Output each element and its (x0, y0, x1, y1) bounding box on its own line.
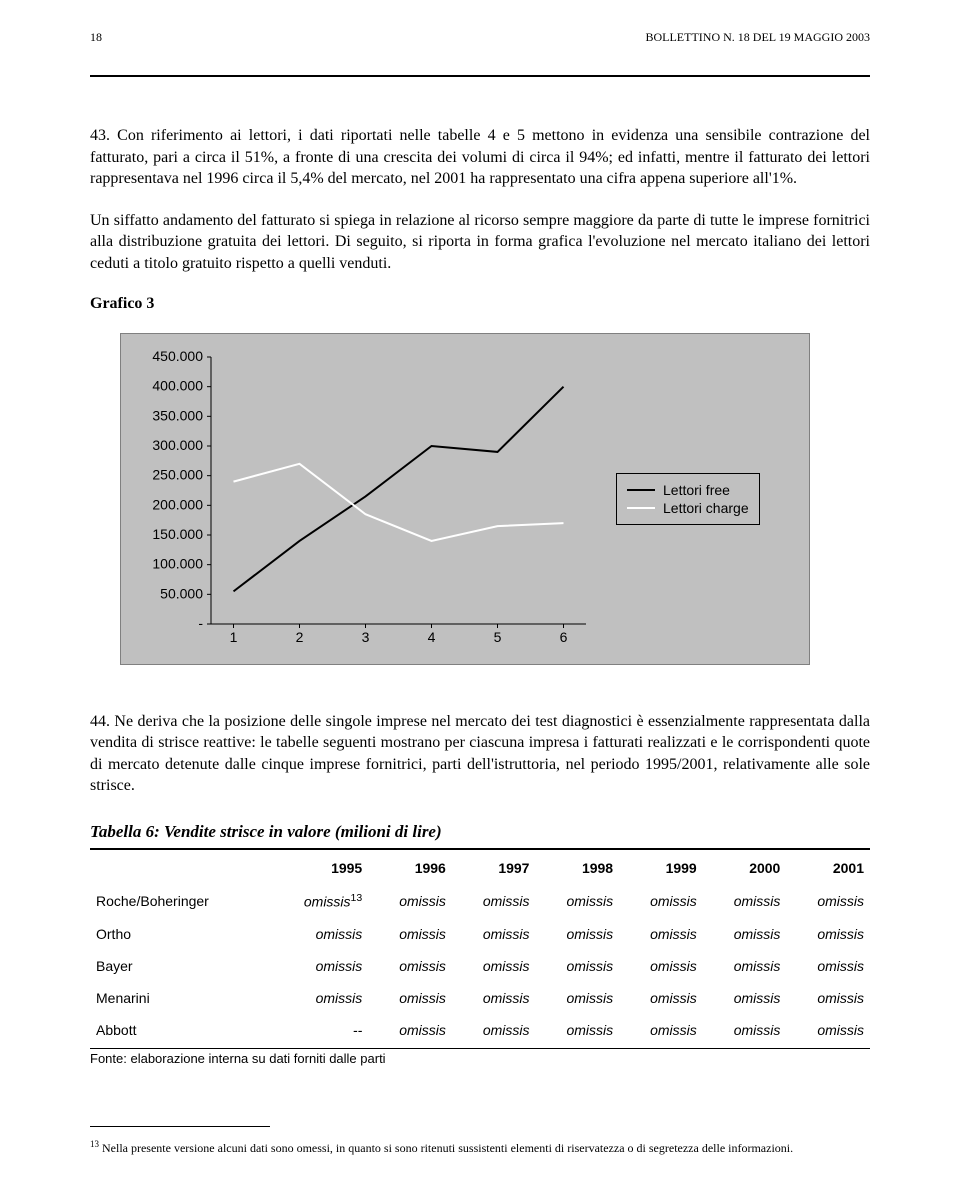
cell: omissis (786, 918, 870, 950)
cell: omissis (452, 1014, 536, 1046)
svg-text:400.000: 400.000 (152, 377, 203, 393)
table-col-header: 2001 (786, 852, 870, 884)
table-row: Roche/Boheringeromissis13omissisomissiso… (90, 884, 870, 918)
svg-text:-: - (198, 615, 203, 631)
svg-text:150.000: 150.000 (152, 526, 203, 542)
paragraph-43a: 43. Con riferimento ai lettori, i dati r… (90, 125, 870, 190)
cell: omissis (786, 884, 870, 918)
cell: omissis (703, 950, 787, 982)
row-label: Ortho (90, 918, 268, 950)
table-row: Bayeromissisomissisomissisomissisomissis… (90, 950, 870, 982)
cell: omissis (452, 884, 536, 918)
legend-item-charge: Lettori charge (627, 500, 749, 516)
cell: omissis (535, 950, 619, 982)
cell: omissis (535, 884, 619, 918)
cell: omissis (703, 982, 787, 1014)
header-title: BOLLETTINO N. 18 DEL 19 MAGGIO 2003 (645, 30, 870, 45)
table-row: Menariniomissisomissisomissisomissisomis… (90, 982, 870, 1014)
cell: omissis (452, 918, 536, 950)
paragraph-44: 44. Ne deriva che la posizione delle sin… (90, 711, 870, 797)
row-label: Abbott (90, 1014, 268, 1046)
table-col-header: 1995 (268, 852, 368, 884)
footnote-separator (90, 1126, 270, 1127)
footnote-13: 13 Nella presente versione alcuni dati s… (90, 1139, 870, 1157)
legend-swatch-charge (627, 507, 655, 509)
page: 18 BOLLETTINO N. 18 DEL 19 MAGGIO 2003 4… (0, 0, 960, 1198)
svg-text:3: 3 (362, 629, 370, 645)
cell: omissis (268, 982, 368, 1014)
chart-title: Grafico 3 (90, 295, 870, 313)
table-rule-bottom (90, 1048, 870, 1049)
svg-text:250.000: 250.000 (152, 466, 203, 482)
cell: omissis (786, 1014, 870, 1046)
table-col-header: 1996 (368, 852, 452, 884)
svg-text:6: 6 (560, 629, 568, 645)
table-col-header: 1997 (452, 852, 536, 884)
svg-text:450.000: 450.000 (152, 349, 203, 364)
svg-text:1: 1 (230, 629, 238, 645)
svg-text:50.000: 50.000 (160, 585, 203, 601)
page-number: 18 (90, 30, 102, 45)
table-header-row: 1995199619971998199920002001 (90, 852, 870, 884)
cell: omissis (786, 950, 870, 982)
table-col-header: 2000 (703, 852, 787, 884)
cell: omissis (452, 982, 536, 1014)
table-col-header: 1999 (619, 852, 703, 884)
cell: omissis (452, 950, 536, 982)
legend-label-free: Lettori free (663, 482, 730, 498)
table-rule-top (90, 848, 870, 850)
cell: omissis (703, 918, 787, 950)
cell: omissis (535, 982, 619, 1014)
svg-text:300.000: 300.000 (152, 437, 203, 453)
cell: omissis (268, 950, 368, 982)
svg-text:350.000: 350.000 (152, 407, 203, 423)
cell: omissis (368, 918, 452, 950)
data-table: 1995199619971998199920002001 Roche/Boher… (90, 852, 870, 1046)
cell: omissis (368, 950, 452, 982)
svg-text:4: 4 (428, 629, 436, 645)
cell: omissis13 (268, 884, 368, 918)
cell: omissis (619, 884, 703, 918)
cell: omissis (619, 982, 703, 1014)
table-row: Abbott--omissisomissisomissisomissisomis… (90, 1014, 870, 1046)
cell: omissis (368, 982, 452, 1014)
chart-container: - 50.000 100.000 150.000 200.000 250.000 300.0… (120, 333, 810, 665)
table-title: Tabella 6: Vendite strisce in valore (mi… (90, 822, 870, 842)
footnote-number: 13 (90, 1139, 99, 1149)
cell: omissis (535, 1014, 619, 1046)
page-header: 18 BOLLETTINO N. 18 DEL 19 MAGGIO 2003 (90, 30, 870, 45)
paragraph-43b: Un siffatto andamento del fatturato si s… (90, 210, 870, 275)
row-label: Roche/Boheringer (90, 884, 268, 918)
cell: omissis (703, 1014, 787, 1046)
chart-legend: Lettori free Lettori charge (616, 473, 760, 525)
svg-text:100.000: 100.000 (152, 555, 203, 571)
table-row: Orthoomissisomissisomissisomissisomissis… (90, 918, 870, 950)
svg-text:5: 5 (494, 629, 502, 645)
cell: omissis (368, 1014, 452, 1046)
cell: -- (268, 1014, 368, 1046)
svg-text:2: 2 (296, 629, 304, 645)
table-body: Roche/Boheringeromissis13omissisomissiso… (90, 884, 870, 1046)
table-source-note: Fonte: elaborazione interna su dati forn… (90, 1051, 870, 1066)
cell: omissis (268, 918, 368, 950)
cell: omissis (619, 950, 703, 982)
cell: omissis (535, 918, 619, 950)
cell: omissis (368, 884, 452, 918)
footnote-text: Nella presente versione alcuni dati sono… (99, 1141, 793, 1155)
cell: omissis (786, 982, 870, 1014)
legend-item-free: Lettori free (627, 482, 749, 498)
table-col-header: 1998 (535, 852, 619, 884)
cell: omissis (703, 884, 787, 918)
svg-text:200.000: 200.000 (152, 496, 203, 512)
row-label: Menarini (90, 982, 268, 1014)
line-chart: - 50.000 100.000 150.000 200.000 250.000 300.0… (136, 349, 596, 649)
header-rule (90, 75, 870, 77)
legend-label-charge: Lettori charge (663, 500, 749, 516)
cell: omissis (619, 1014, 703, 1046)
row-label: Bayer (90, 950, 268, 982)
cell: omissis (619, 918, 703, 950)
table-col-header (90, 852, 268, 884)
legend-swatch-free (627, 489, 655, 491)
